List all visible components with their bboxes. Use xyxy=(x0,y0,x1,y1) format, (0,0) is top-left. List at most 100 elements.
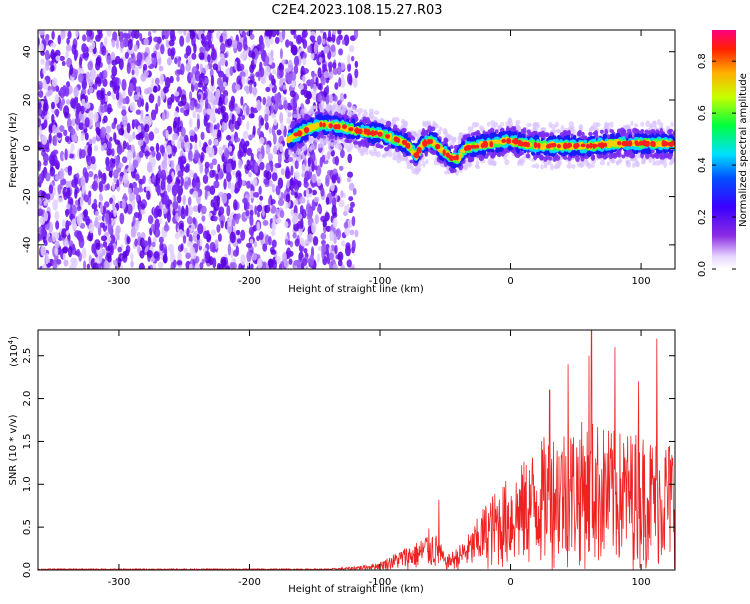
spectrogram-ridge-cell xyxy=(392,151,397,158)
spectrogram-noise-cell xyxy=(192,190,199,199)
spectrogram-noise-cell xyxy=(332,30,337,36)
spectrogram-noise-cell xyxy=(65,208,70,216)
spectrogram-noise-cell xyxy=(284,169,291,180)
spectrogram-noise-cell xyxy=(211,43,215,51)
spectrogram-noise-cell xyxy=(109,197,114,204)
spectrogram-noise-cell xyxy=(207,122,211,129)
spectrogram-noise-cell xyxy=(210,229,217,236)
spectrogram-noise-cell xyxy=(260,117,265,126)
spectrogram-noise-cell xyxy=(45,60,50,71)
spectrogram-noise-cell xyxy=(174,232,180,240)
spectrogram-ridge-cell xyxy=(342,105,348,112)
spectrogram-noise-cell xyxy=(190,135,194,142)
spectrogram-noise-cell xyxy=(79,196,84,208)
spectrogram-noise-cell xyxy=(70,257,77,265)
spectrogram-noise-cell xyxy=(101,172,107,185)
spectrogram-ridge-cell xyxy=(668,149,674,154)
spectrogram-noise-cell xyxy=(134,219,140,231)
spectrogram-ridge-cell xyxy=(503,155,508,160)
spectrogram-ridge-cell xyxy=(628,134,633,139)
spectrogram-noise-cell xyxy=(166,57,172,66)
spectrogram-noise-cell xyxy=(83,208,89,218)
spectrogram-noise-cell xyxy=(153,207,159,219)
spectrogram-ridge-cell xyxy=(645,153,650,159)
spectrogram-noise-cell xyxy=(311,221,317,234)
spectrogram-noise-cell xyxy=(81,247,87,260)
spectrogram-noise-cell xyxy=(317,178,322,186)
spectrogram-ridge-cell xyxy=(566,163,573,169)
spectrogram-noise-cell xyxy=(189,72,194,79)
spectrogram-noise-cell xyxy=(162,253,168,264)
spectrogram-noise-cell xyxy=(204,161,210,169)
spectrogram-noise-cell xyxy=(135,133,141,141)
spectrogram-noise-cell xyxy=(130,260,134,268)
spectrogram-noise-cell xyxy=(115,155,120,167)
spectrogram-noise-cell xyxy=(38,232,42,242)
spectrogram-noise-cell xyxy=(188,169,195,178)
spectrogram-noise-cell xyxy=(282,84,287,91)
spectrogram-noise-cell xyxy=(185,45,192,56)
spectrogram-noise-cell xyxy=(38,30,45,36)
spectrogram-noise-cell xyxy=(201,215,206,222)
spectrogram-noise-cell xyxy=(320,75,327,86)
spectrogram-ridge-cell xyxy=(560,125,565,132)
spectrogram-noise-cell xyxy=(191,31,196,38)
spectrogram-noise-cell xyxy=(337,259,343,267)
spectrogram-ridge-cell xyxy=(354,108,359,113)
spectrogram-noise-cell xyxy=(57,34,61,45)
spectrogram-noise-cell xyxy=(353,30,359,40)
spectrogram-noise-cell xyxy=(50,42,57,48)
spectrogram-noise-cell xyxy=(172,146,178,153)
spectrogram-noise-cell xyxy=(164,30,171,38)
spectrogram-noise-cell xyxy=(95,76,102,85)
spectrogram-noise-cell xyxy=(317,83,322,90)
spectrogram-noise-cell xyxy=(51,231,56,243)
spectrogram-noise-cell xyxy=(84,132,89,141)
spectrogram-noise-cell xyxy=(106,133,110,140)
spectrogram-noise-cell xyxy=(162,208,167,215)
spectrogram-noise-cell xyxy=(61,228,68,239)
spectrogram-noise-cell xyxy=(274,36,280,45)
spectrogram-noise-cell xyxy=(212,99,219,105)
spectrogram-noise-cell xyxy=(219,42,226,54)
spectrogram-noise-cell xyxy=(160,44,165,55)
spectrogram-noise-cell xyxy=(349,229,355,236)
spectrogram-noise-cell xyxy=(302,67,309,74)
spectrogram-ridge-cell xyxy=(670,121,674,128)
spectrogram-noise-cell xyxy=(116,144,123,155)
spectrogram-noise-cell xyxy=(145,101,149,113)
spectrogram-noise-cell xyxy=(216,122,220,130)
spectrogram-noise-cell xyxy=(256,103,262,110)
spectrogram-noise-cell xyxy=(90,156,96,165)
spectrogram-noise-cell xyxy=(289,241,294,248)
spectrogram-noise-cell xyxy=(103,115,108,124)
spectrogram-noise-cell xyxy=(274,101,279,112)
spectrogram-ridge-cell xyxy=(430,150,436,155)
spectrogram-noise-cell xyxy=(279,143,284,152)
spectrogram-noise-cell xyxy=(282,251,287,263)
spectrogram-noise-cell xyxy=(131,69,135,76)
spectrogram-noise-cell xyxy=(71,43,77,55)
spectrogram-ridge-cell xyxy=(635,161,640,168)
spectrogram-noise-cell xyxy=(354,229,359,238)
spectrogram-noise-cell xyxy=(199,46,204,53)
spectrogram-noise-cell xyxy=(199,162,204,174)
spectrogram-noise-cell xyxy=(311,173,317,184)
spectrogram-noise-cell xyxy=(40,227,46,236)
spectrogram-noise-cell xyxy=(70,128,76,136)
spectrogram-noise-cell xyxy=(105,125,112,134)
spectrogram-noise-cell xyxy=(268,127,272,134)
spectrogram-noise-cell xyxy=(41,263,47,269)
spectrogram-ridge-cell xyxy=(337,145,343,151)
spectrogram-noise-cell xyxy=(59,102,63,112)
spectrogram-noise-cell xyxy=(154,77,160,85)
spectrogram-noise-cell xyxy=(149,146,155,152)
spectrogram-noise-cell xyxy=(133,186,140,196)
spectrogram-noise-cell xyxy=(223,90,229,98)
spectrogram-noise-cell xyxy=(332,168,338,175)
spectrogram-noise-cell xyxy=(214,108,218,114)
spectrogram-noise-cell xyxy=(115,225,121,235)
spectrogram-noise-cell xyxy=(120,47,124,53)
spectrogram-ridge-cell xyxy=(467,126,472,132)
